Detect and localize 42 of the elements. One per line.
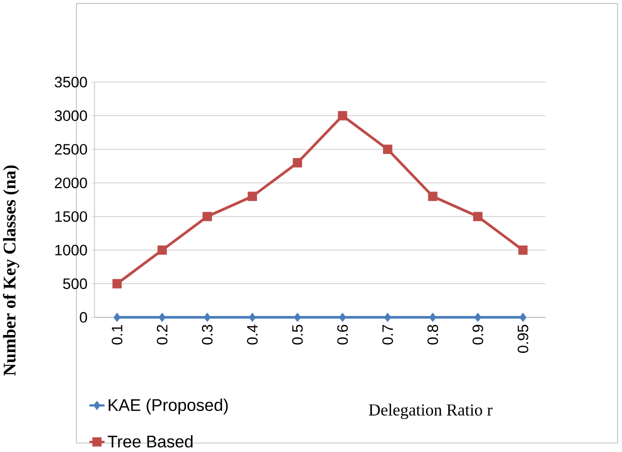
- x-axis-title: Delegation Ratio r: [368, 404, 492, 419]
- x-tick-label: 0.95: [518, 324, 528, 353]
- point: [114, 312, 121, 322]
- legend-label: Tree Based: [108, 435, 193, 448]
- point: [384, 312, 392, 322]
- x-tick-label: 0.8: [427, 324, 438, 344]
- x-tick-label: 0.6: [337, 324, 348, 344]
- point: [519, 312, 526, 322]
- x-tick-label: 0.9: [472, 324, 484, 344]
- x-tick-label: 0.7: [382, 324, 393, 344]
- point: [248, 192, 257, 201]
- point: [518, 245, 528, 255]
- y-tick-label: 2500: [54, 144, 88, 155]
- point: [473, 212, 482, 222]
- y-tick-label: 3500: [54, 76, 88, 88]
- point: [428, 192, 438, 201]
- point: [158, 245, 167, 255]
- legend-label: KAE (Proposed): [108, 398, 228, 414]
- point: [294, 312, 301, 322]
- x-tick-label: 0.2: [156, 324, 168, 344]
- point: [383, 144, 392, 154]
- point: [338, 110, 348, 120]
- x-tick-label: 0.5: [292, 324, 303, 344]
- point: [292, 158, 302, 168]
- point: [204, 312, 211, 322]
- y-tick-label: 3000: [54, 110, 88, 121]
- y-tick-label: 2000: [54, 178, 88, 188]
- y-tick-label: 500: [63, 278, 88, 289]
- y-axis-title: Number of Key Classes (na): [2, 165, 20, 376]
- y-tick-label: 1000: [55, 244, 88, 256]
- x-tick-label: 0.1: [112, 324, 122, 344]
- x-tick-label: 0.3: [202, 324, 213, 344]
- y-tick-label: 0: [80, 312, 88, 323]
- point: [474, 312, 482, 322]
- point: [112, 278, 122, 288]
- point: [339, 312, 346, 322]
- point: [202, 212, 212, 222]
- y-tick-label: 1500: [55, 211, 88, 222]
- point: [429, 312, 436, 322]
- point: [158, 312, 166, 322]
- point: [248, 312, 256, 322]
- x-tick-label: 0.4: [247, 324, 258, 344]
